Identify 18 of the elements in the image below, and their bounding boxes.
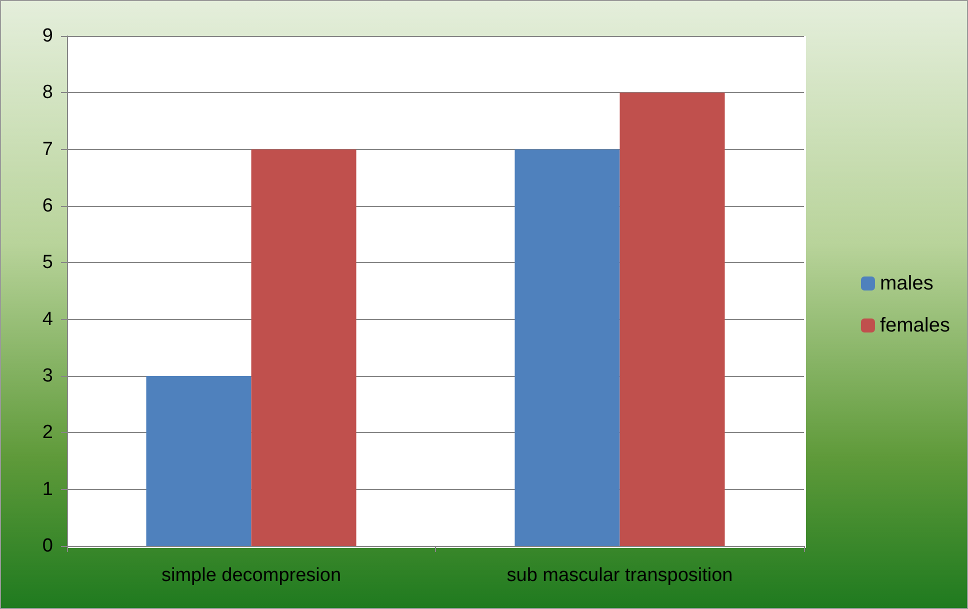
legend-label: males	[880, 272, 934, 294]
y-tick-label: 2	[42, 422, 53, 444]
y-tick-label: 0	[42, 536, 53, 556]
y-tick-label: 7	[42, 138, 53, 160]
bar	[514, 149, 620, 546]
x-tick-label: simple decompresion	[161, 565, 342, 586]
legend-label: females	[880, 314, 950, 336]
y-tick-label: 5	[42, 252, 53, 274]
y-tick-label: 6	[42, 196, 53, 216]
bar	[146, 376, 252, 546]
y-tick-label: 4	[42, 308, 54, 330]
y-tick-label: 8	[42, 82, 53, 104]
bar	[620, 92, 725, 546]
y-tick-label: 9	[42, 26, 53, 46]
y-tick-label: 3	[42, 366, 53, 386]
x-tick-label: sub mascular transposition	[506, 565, 733, 586]
bar	[251, 149, 356, 546]
y-tick-label: 1	[42, 478, 53, 500]
